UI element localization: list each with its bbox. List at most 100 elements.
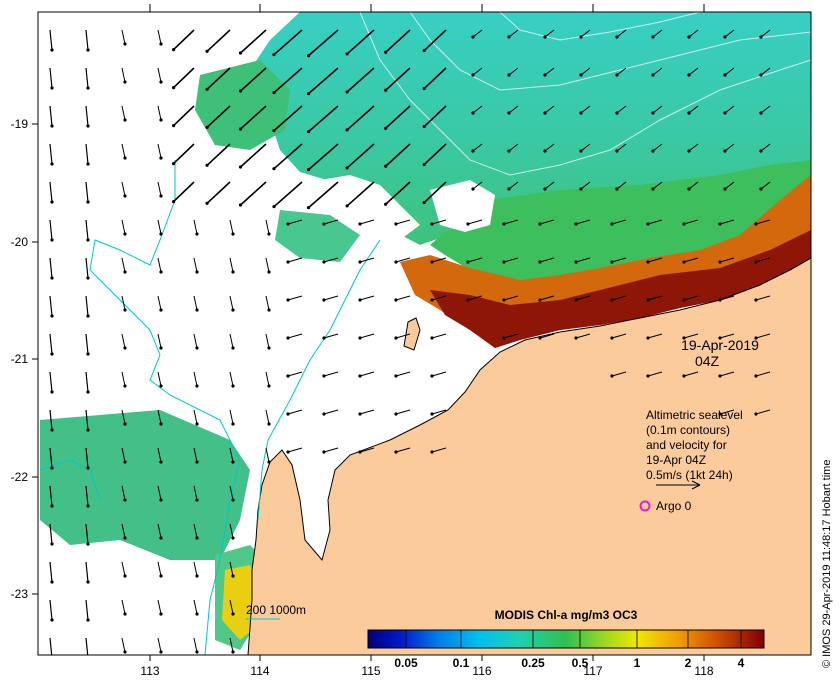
- velocity-arrow: [651, 143, 663, 153]
- velocity-arrow: [322, 219, 339, 226]
- velocity-arrow: [502, 219, 519, 226]
- velocity-arrow: [205, 181, 231, 205]
- velocity-arrow: [157, 447, 163, 464]
- velocity-arrow: [471, 143, 483, 153]
- velocity-arrow: [49, 295, 54, 318]
- velocity-arrow: [394, 219, 411, 226]
- velocity-arrow: [49, 219, 54, 242]
- velocity-arrow: [205, 105, 231, 129]
- colorbar-tick-label: 0.25: [521, 656, 545, 670]
- velocity-arrow: [384, 181, 411, 206]
- velocity-arrow: [615, 29, 627, 39]
- velocity-arrow: [193, 219, 199, 236]
- velocity-arrow: [682, 371, 699, 378]
- velocity-arrow: [272, 105, 303, 133]
- velocity-arrow: [49, 523, 54, 546]
- velocity-arrow: [157, 637, 163, 654]
- velocity-arrow: [193, 637, 199, 654]
- velocity-arrow: [157, 67, 163, 84]
- velocity-arrow: [651, 105, 663, 115]
- velocity-arrow: [723, 105, 735, 115]
- velocity-arrow: [49, 371, 54, 394]
- velocity-arrow: [358, 409, 375, 416]
- velocity-arrow: [579, 143, 591, 153]
- velocity-arrow: [718, 409, 735, 416]
- velocity-arrow: [759, 67, 771, 77]
- velocity-arrow: [85, 523, 90, 546]
- velocity-arrow: [471, 29, 483, 39]
- velocity-arrow: [471, 67, 483, 77]
- depth-contours: [39, 160, 381, 655]
- velocity-arrow: [682, 257, 699, 264]
- velocity-arrow: [229, 409, 235, 426]
- velocity-arrow: [422, 105, 447, 129]
- velocity-arrow: [85, 371, 90, 394]
- velocity-arrow: [85, 447, 90, 470]
- colorbar: MODIS Chl-a mg/m3 OC3 0.05 0.1 0.25 0.5 1 2 4: [367, 608, 765, 670]
- cloud-patch: [430, 180, 495, 232]
- velocity-arrow: [394, 409, 411, 416]
- velocity-arrow: [265, 409, 271, 426]
- x-tick-label: 114: [250, 664, 269, 678]
- velocity-arrow: [157, 29, 163, 46]
- velocity-arrow: [759, 143, 771, 153]
- velocity-arrow: [193, 485, 199, 502]
- velocity-arrow: [574, 295, 591, 302]
- colorbar-tick-label: 0.5: [572, 656, 589, 670]
- velocity-arrow: [466, 257, 483, 264]
- colorbar-tick-label: 0.1: [453, 656, 470, 670]
- velocity-arrow: [157, 333, 163, 350]
- velocity-arrow: [229, 485, 235, 502]
- velocity-arrow: [358, 371, 375, 378]
- velocity-arrow: [610, 219, 627, 226]
- velocity-arrow: [49, 143, 54, 166]
- velocity-arrow: [754, 333, 771, 340]
- velocity-arrow: [718, 295, 735, 302]
- contour-ocean: [39, 459, 101, 501]
- velocity-arrow: [394, 257, 411, 264]
- velocity-arrow: [85, 409, 90, 432]
- velocity-arrow: [507, 143, 519, 153]
- velocity-arrow: [754, 295, 771, 302]
- velocity-arrow: [502, 333, 519, 340]
- barrow-island: [403, 317, 421, 351]
- velocity-arrow: [265, 295, 271, 312]
- velocity-arrow: [322, 409, 339, 416]
- velocity-arrow: [538, 219, 555, 226]
- velocity-arrow: [394, 333, 411, 340]
- velocity-arrow: [49, 67, 54, 90]
- argo-legend: Argo 0: [639, 499, 692, 513]
- velocity-arrow: [306, 105, 339, 134]
- velocity-arrow: [121, 371, 127, 388]
- velocity-arrow: [384, 29, 411, 54]
- velocity-arrow: [345, 67, 375, 94]
- velocity-arrow: [538, 257, 555, 264]
- velocity-arrow: [718, 333, 735, 340]
- velocity-arrow: [205, 67, 231, 91]
- velocity-arrow: [646, 371, 663, 378]
- velocity-arrow: [687, 29, 699, 39]
- velocity-arrow: [754, 257, 771, 264]
- velocity-arrow: [121, 105, 127, 122]
- time-label: 04Z: [695, 353, 720, 369]
- y-tick-label: -22: [11, 470, 29, 484]
- velocity-arrow: [322, 447, 339, 454]
- coastal-bloom-red: [430, 230, 811, 348]
- velocity-arrow: [574, 333, 591, 340]
- velocity-arrow: [121, 409, 127, 426]
- velocity-arrow: [466, 295, 483, 302]
- plot-frame: [37, 11, 812, 656]
- velocity-arrow: [322, 257, 339, 264]
- velocity-arrow: [85, 485, 90, 508]
- velocity-arrow: [507, 105, 519, 115]
- velocity-arrow: [723, 181, 735, 191]
- velocity-arrow: [229, 257, 235, 274]
- velocity-arrow: [49, 181, 54, 204]
- y-tick-label: -21: [11, 352, 29, 366]
- velocity-arrow: [718, 257, 735, 264]
- velocity-arrow: [85, 29, 90, 52]
- velocity-arrow: [579, 181, 591, 191]
- velocity-arrow: [345, 29, 375, 56]
- velocity-arrow: [682, 333, 699, 340]
- argo-marker-icon: [639, 500, 651, 512]
